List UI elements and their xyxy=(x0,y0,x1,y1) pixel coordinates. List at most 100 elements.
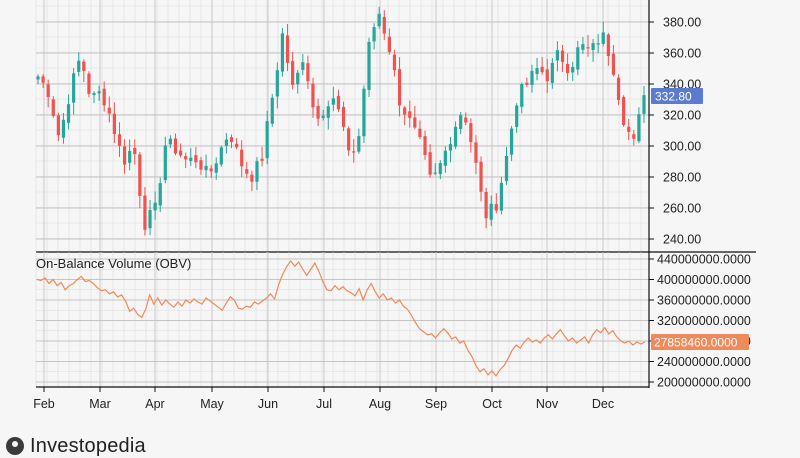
candle xyxy=(632,129,636,146)
candle xyxy=(199,156,203,175)
candle xyxy=(270,93,274,127)
candle xyxy=(184,152,188,169)
candle xyxy=(555,41,560,72)
candle xyxy=(566,53,570,81)
candle xyxy=(92,91,96,104)
month-tick-label: Feb xyxy=(33,397,55,411)
candle xyxy=(637,107,641,144)
obv-tick-label: 400000000.0000 xyxy=(657,273,751,287)
candle xyxy=(321,109,325,121)
price-tick-label: 380.00 xyxy=(663,16,701,30)
candle xyxy=(586,35,590,57)
candle xyxy=(219,145,223,167)
candle xyxy=(306,55,310,89)
candle xyxy=(504,146,509,185)
candle xyxy=(61,113,66,144)
candle xyxy=(178,143,183,158)
candle xyxy=(499,176,504,215)
candle xyxy=(341,101,346,132)
month-tick-label: Sep xyxy=(425,397,447,411)
candle xyxy=(77,52,81,77)
candle xyxy=(525,77,529,87)
candle xyxy=(357,128,361,154)
candle xyxy=(209,165,213,179)
candle xyxy=(627,119,631,141)
candle xyxy=(642,85,646,123)
obv-tick-label: 360000000.0000 xyxy=(657,294,751,308)
month-tick-label: Jun xyxy=(258,397,278,411)
price-candles xyxy=(36,6,646,236)
obv-grid xyxy=(35,252,649,387)
candle xyxy=(311,77,315,118)
candle xyxy=(581,36,585,54)
candle xyxy=(515,103,519,133)
candle xyxy=(336,89,341,112)
candle xyxy=(494,193,498,214)
candle xyxy=(535,57,539,81)
candle xyxy=(484,187,488,229)
candle xyxy=(229,134,234,149)
last-price-tag: 332.80 xyxy=(651,88,703,104)
candle xyxy=(122,139,127,174)
candle xyxy=(545,59,549,93)
last-obv-label: 27858460.0000 xyxy=(654,336,738,350)
candle xyxy=(377,6,381,29)
candle xyxy=(107,96,111,123)
candle xyxy=(72,68,76,115)
brand-logo-icon xyxy=(6,437,24,455)
price-tick-label: 240.00 xyxy=(663,233,701,247)
candle xyxy=(204,154,208,178)
obv-tick-label: 240000000.0000 xyxy=(657,355,751,369)
candle xyxy=(438,160,442,180)
candle xyxy=(571,61,575,81)
candle xyxy=(275,62,279,109)
candle xyxy=(443,146,447,173)
price-tick-label: 260.00 xyxy=(663,202,701,216)
candle xyxy=(163,136,167,184)
candle xyxy=(550,58,554,89)
candle xyxy=(87,71,91,98)
candle xyxy=(194,147,198,169)
candle xyxy=(168,135,173,149)
price-tick-label: 360.00 xyxy=(663,47,701,61)
candle xyxy=(520,82,524,114)
candle xyxy=(601,21,605,47)
price-pane xyxy=(35,0,649,252)
month-tick-label: Aug xyxy=(369,397,391,411)
candle xyxy=(382,10,386,41)
candle xyxy=(423,130,427,160)
candle xyxy=(158,177,162,213)
obv-pane-title: On-Balance Volume (OBV) xyxy=(36,256,191,271)
candle xyxy=(280,27,285,77)
last-price-label: 332.80 xyxy=(655,90,692,104)
candle xyxy=(397,57,402,117)
candle xyxy=(596,33,600,54)
candle xyxy=(372,23,376,50)
last-obv-tag: 27858460.0000 xyxy=(651,334,749,350)
candle xyxy=(255,157,259,191)
price-grid xyxy=(35,0,649,252)
candle xyxy=(245,161,249,179)
obv-pane: On-Balance Volume (OBV) xyxy=(35,252,649,387)
candle xyxy=(66,94,71,130)
candle xyxy=(362,85,366,144)
candle xyxy=(296,69,300,94)
candle xyxy=(265,110,269,165)
candle xyxy=(41,74,45,89)
price-tick-label: 300.00 xyxy=(663,140,701,154)
candle xyxy=(250,170,254,192)
price-tick-label: 280.00 xyxy=(663,171,701,185)
candle xyxy=(489,195,493,226)
candle xyxy=(291,51,295,90)
candle xyxy=(540,56,544,75)
candle xyxy=(128,139,132,171)
candle xyxy=(433,163,437,176)
candle xyxy=(214,157,218,180)
month-tick-label: Oct xyxy=(482,397,502,411)
candle xyxy=(102,81,106,112)
candle xyxy=(331,86,335,112)
candle xyxy=(392,49,397,77)
candle xyxy=(153,191,157,220)
candle xyxy=(138,152,142,209)
